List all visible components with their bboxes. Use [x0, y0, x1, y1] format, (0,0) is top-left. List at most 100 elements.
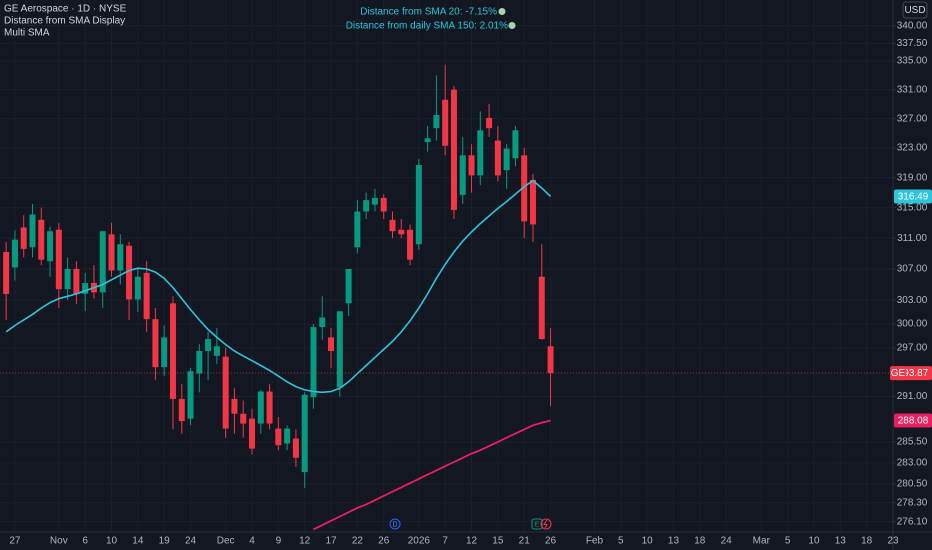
y-tick-label: 307.00 — [897, 264, 928, 275]
candle-body — [538, 276, 545, 340]
x-tick-label: 23 — [887, 536, 899, 547]
currency-label[interactable]: USD — [904, 5, 925, 16]
x-tick-label: 17 — [325, 536, 337, 547]
candle-body — [319, 317, 326, 328]
candle-body — [521, 155, 528, 222]
candle-body — [257, 391, 264, 424]
candle-body — [205, 339, 212, 352]
y-tick-label: 283.00 — [897, 457, 928, 468]
candle-body — [529, 179, 536, 225]
candle-body — [494, 140, 501, 176]
price-label: 316.49 — [898, 192, 929, 203]
chart-title: GE Aerospace · 1D · NYSE — [4, 4, 127, 15]
x-tick-label: 18 — [861, 536, 873, 547]
candle-body — [442, 99, 449, 146]
y-tick-label: 300.00 — [897, 319, 928, 330]
y-tick-label: 276.10 — [897, 516, 928, 527]
event-label[interactable]: E — [535, 521, 540, 528]
candle-body — [328, 337, 335, 352]
y-tick-label: 327.00 — [897, 113, 928, 124]
candle-body — [117, 244, 124, 271]
x-tick-label: 2026 — [408, 536, 431, 547]
y-tick-label: 311.00 — [897, 233, 927, 244]
y-tick-label: 303.00 — [897, 295, 928, 306]
x-tick-label: 10 — [106, 536, 118, 547]
x-tick-label: Mar — [753, 536, 771, 547]
candle-body — [126, 245, 133, 300]
y-tick-label: 335.00 — [897, 56, 928, 67]
candle-body — [380, 197, 387, 212]
event-marker[interactable] — [531, 518, 543, 530]
y-tick-label: 278.30 — [897, 497, 928, 508]
candle-body — [47, 231, 54, 262]
candle-body — [240, 413, 247, 424]
symbol-label: GE — [891, 368, 906, 379]
x-tick-label: 26 — [378, 536, 390, 547]
annotation: Distance from daily SMA 150: 2.01% — [346, 21, 508, 32]
x-tick-label: 24 — [721, 536, 733, 547]
x-tick-label: Feb — [586, 536, 604, 547]
annotation: Distance from SMA 20: -7.15% — [360, 7, 497, 18]
plot-area — [0, 64, 893, 531]
candle-body — [450, 89, 457, 210]
candle-body — [389, 219, 396, 232]
candle-body — [363, 200, 370, 212]
y-tick-label: 340.00 — [897, 20, 928, 31]
x-tick-label: 4 — [249, 536, 255, 547]
candle-body — [73, 268, 80, 294]
sma-line — [5, 179, 552, 394]
price-label-bg — [894, 189, 932, 204]
y-tick-label: 323.00 — [897, 143, 928, 154]
x-tick-label: 24 — [185, 536, 197, 547]
sma-line — [313, 419, 551, 531]
event-marker[interactable] — [540, 518, 552, 530]
candle-body — [424, 138, 431, 143]
candle-body — [213, 346, 220, 356]
candle-body — [371, 197, 378, 205]
candle-body — [20, 227, 27, 249]
candle-body — [512, 130, 519, 159]
candle-body — [547, 346, 554, 374]
candle-body — [301, 394, 308, 473]
candle-body — [249, 418, 256, 449]
candle-body — [433, 114, 440, 129]
candle-body — [64, 268, 71, 290]
status-dot — [508, 22, 516, 29]
candle-body — [38, 219, 45, 260]
x-tick-label: Dec — [217, 536, 235, 547]
currency-button[interactable] — [902, 1, 928, 19]
x-tick-label: 13 — [668, 536, 680, 547]
x-tick-label: 27 — [9, 536, 21, 547]
x-tick-label: 12 — [299, 536, 311, 547]
x-tick-label: 12 — [466, 536, 478, 547]
x-tick-label: 10 — [642, 536, 654, 547]
x-tick-label: 6 — [82, 536, 88, 547]
candle-body — [99, 231, 106, 293]
y-tick-label: 291.00 — [897, 391, 928, 402]
candle-body — [196, 351, 203, 374]
y-tick-label: 319.00 — [897, 172, 928, 183]
candle-body — [310, 327, 317, 398]
price-label-bg — [894, 413, 932, 428]
candle-body — [143, 272, 150, 320]
candle-body — [292, 438, 299, 458]
x-tick-label: 5 — [618, 536, 624, 547]
candle-body — [345, 268, 352, 304]
grid — [0, 0, 893, 532]
candle-body — [231, 398, 238, 414]
event-label[interactable]: D — [392, 521, 397, 528]
indicator-name: Distance from SMA Display — [4, 16, 125, 27]
candle-body — [161, 337, 168, 368]
candle-body — [459, 155, 466, 195]
candle-body — [152, 319, 159, 368]
event-marker[interactable] — [389, 518, 401, 530]
y-tick-label: 331.00 — [897, 84, 928, 95]
price-label: 288.08 — [898, 416, 929, 427]
dividend-icon — [543, 519, 548, 529]
x-tick-label: 7 — [442, 536, 448, 547]
x-tick-label: 9 — [276, 536, 282, 547]
y-tick-label: 315.00 — [897, 202, 928, 213]
symbol-label-bg — [890, 366, 906, 381]
